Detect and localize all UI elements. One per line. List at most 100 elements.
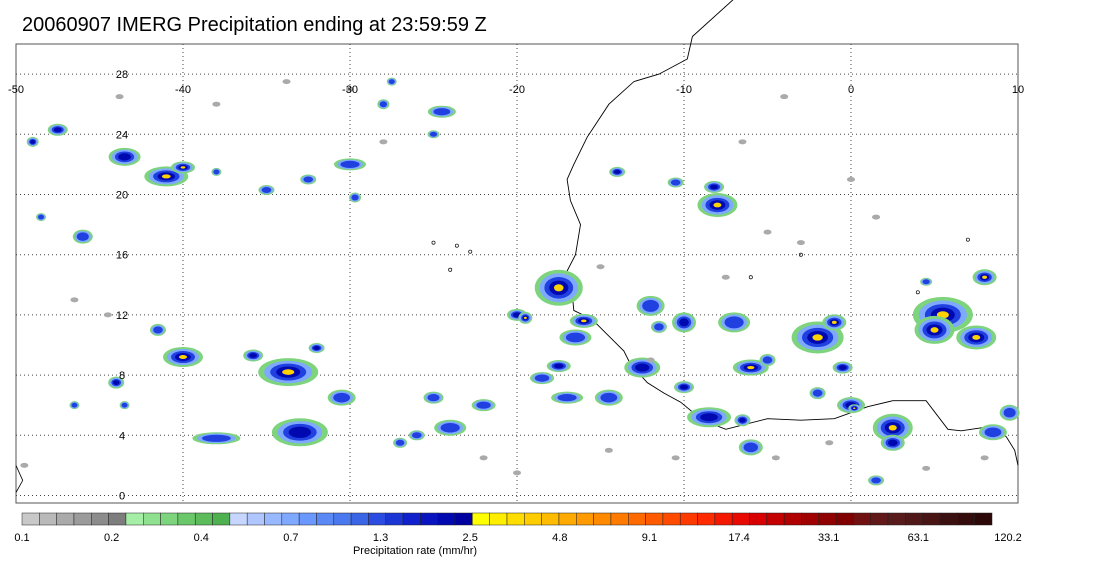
- colorbar-swatch: [194, 512, 213, 526]
- colorbar-swatch: [593, 512, 612, 526]
- lon-label: -30: [342, 84, 358, 96]
- precip-cell-band: [313, 345, 320, 350]
- precip-cell-band: [700, 413, 718, 422]
- precip-cell-band: [433, 108, 451, 116]
- precip-cell-band: [679, 318, 689, 327]
- colorbar-tick-label: 0.2: [104, 532, 119, 544]
- precip-cell-band: [635, 363, 650, 372]
- colorbar-swatch: [731, 512, 750, 526]
- colorbar-swatch: [922, 512, 941, 526]
- colorbar-tick-label: 0.4: [194, 532, 209, 544]
- colorbar-swatch: [281, 512, 300, 526]
- precip-fleck: [346, 86, 354, 92]
- precip-fleck: [646, 357, 655, 363]
- colorbar-swatch: [766, 512, 785, 526]
- precip-cell-band: [922, 279, 930, 285]
- precip-cell-band: [812, 389, 823, 397]
- colorbar-swatch: [835, 512, 854, 526]
- precip-cell-band: [534, 374, 550, 382]
- colorbar-swatch: [91, 512, 109, 526]
- precip-cell-band: [812, 334, 823, 341]
- precip-fleck: [513, 470, 521, 476]
- precip-cell-band: [179, 355, 187, 360]
- precip-cell-band: [53, 127, 62, 133]
- graticule: [16, 44, 1018, 503]
- precip-cell-band: [153, 326, 163, 334]
- colorbar-swatch: [576, 512, 594, 526]
- colorbar-swatch: [905, 512, 923, 526]
- colorbar-swatch: [56, 512, 75, 526]
- lat-label: 16: [116, 250, 128, 262]
- precip-cell-band: [121, 402, 128, 408]
- precip-fleck: [738, 139, 747, 145]
- precip-cell-band: [739, 417, 746, 423]
- colorbar-swatch: [610, 512, 629, 526]
- colorbar-swatch: [21, 512, 40, 526]
- colorbar-label: Precipitation rate (mm/hr): [353, 545, 477, 557]
- colorbar-swatch: [125, 512, 144, 526]
- precip-cell-band: [288, 426, 312, 438]
- precip-cell-band: [853, 407, 856, 409]
- lon-label: -40: [175, 84, 191, 96]
- colorbar-swatch: [264, 512, 283, 526]
- precip-fleck: [980, 455, 989, 461]
- colorbar-tick-label: 120.2: [994, 532, 1022, 544]
- precip-cell-band: [440, 422, 460, 433]
- precip-fleck: [771, 455, 780, 461]
- colorbar: 0.1 0.2 0.4 0.7 1.3 2.5 4.8 9.1 17.4 33.1 63.1 120.…: [14, 512, 1022, 544]
- colorbar-swatch: [558, 512, 577, 526]
- precip-cell-band: [213, 169, 220, 175]
- precip-cell-band: [71, 402, 78, 408]
- colorbar-tick-label: 1.3: [373, 532, 388, 544]
- precip-cell-band: [553, 363, 564, 369]
- colorbar-swatch: [506, 512, 525, 526]
- precip-cell-band: [30, 139, 36, 144]
- colorbar-swatch: [437, 512, 456, 526]
- precip-cell-band: [710, 184, 719, 190]
- lat-label: 28: [116, 69, 128, 81]
- precip-cell-band: [831, 320, 837, 325]
- lat-label: 8: [119, 370, 125, 382]
- precip-fleck: [596, 264, 605, 270]
- precip-cell-band: [351, 194, 359, 201]
- colorbar-tick-label: 2.5: [463, 532, 478, 544]
- precip-cell-band: [180, 166, 186, 169]
- precip-cell-band: [303, 176, 314, 183]
- precip-fleck: [872, 214, 881, 220]
- precip-cell-band: [118, 153, 131, 161]
- longitude-labels: -50 -40 -30 -20 -10 0 10: [8, 84, 1024, 96]
- colorbar-swatch: [316, 512, 335, 526]
- colorbar-swatch: [212, 512, 231, 526]
- precip-cell-band: [670, 179, 681, 186]
- precip-fleck: [796, 240, 805, 246]
- colorbar-tick-label: 0.1: [14, 532, 29, 544]
- colorbar-tick-label: 33.1: [818, 532, 839, 544]
- precip-cell-band: [614, 169, 621, 174]
- precip-cell-band: [379, 101, 387, 108]
- colorbar-swatch: [541, 512, 560, 526]
- precip-cell-band: [930, 327, 939, 333]
- colorbar-swatch: [714, 512, 733, 526]
- precip-fleck: [70, 297, 79, 303]
- precip-fleck: [379, 139, 388, 145]
- colorbar-swatch: [853, 512, 872, 526]
- colorbar-swatch: [939, 512, 958, 526]
- lon-label: -10: [676, 84, 692, 96]
- precip-cell-band: [565, 332, 586, 343]
- precip-cell-band: [388, 79, 395, 85]
- precip-cell-band: [642, 299, 659, 312]
- precip-cell-band: [713, 202, 722, 208]
- colorbar-swatch: [333, 512, 352, 526]
- precip-fleck: [282, 79, 291, 85]
- precip-cell-band: [747, 365, 755, 370]
- lon-label: 0: [848, 84, 854, 96]
- colorbar-swatch: [108, 512, 127, 526]
- colorbar-tick-label: 17.4: [728, 532, 749, 544]
- colorbar-swatch: [957, 512, 975, 526]
- precip-cell-band: [282, 369, 295, 375]
- precip-fleck: [604, 447, 613, 453]
- colorbar-swatch: [454, 512, 473, 526]
- colorbar-swatch: [39, 512, 57, 526]
- precip-cell-band: [600, 392, 618, 403]
